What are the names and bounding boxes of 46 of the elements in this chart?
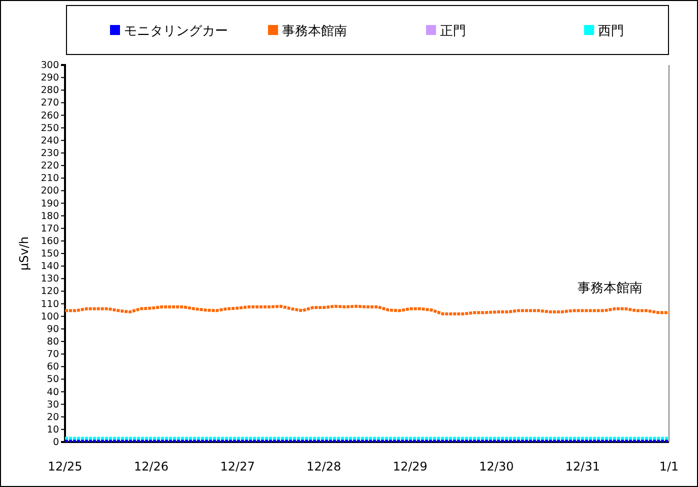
- y-axis-title: μSv/h: [17, 236, 31, 271]
- x-tick-label: 12/27: [220, 460, 255, 474]
- y-tick-label: 40: [46, 386, 59, 398]
- y-tick-label: 250: [40, 122, 59, 134]
- x-tick-label: 12/31: [565, 460, 600, 474]
- y-tick-label: 160: [40, 236, 59, 247]
- y-tick-label: 120: [40, 286, 59, 298]
- y-tick-label: 10: [46, 424, 59, 436]
- y-tick-label: 20: [46, 412, 59, 423]
- x-tick-label: 12/25: [48, 460, 82, 474]
- y-tick-label: 140: [40, 261, 59, 272]
- y-tick-label: 210: [40, 173, 59, 184]
- y-tick-label: 80: [46, 336, 59, 348]
- y-tick-label: 260: [40, 110, 59, 122]
- annotation: 事務本館南: [578, 281, 642, 296]
- y-tick-label: 150: [40, 248, 59, 260]
- y-tick-label: 200: [40, 186, 59, 197]
- x-tick-label: 12/29: [392, 460, 428, 474]
- y-tick-label: 30: [46, 399, 59, 410]
- y-tick-label: 50: [46, 374, 59, 386]
- y-tick-label: 170: [40, 223, 59, 234]
- x-tick-label: 12/28: [306, 460, 342, 474]
- x-tick-label: 1/1: [659, 460, 679, 474]
- y-tick-label: 270: [40, 98, 59, 109]
- y-tick-label: 130: [40, 274, 59, 285]
- y-tick-label: 90: [46, 324, 59, 335]
- y-tick-label: 220: [40, 160, 59, 172]
- legend-label: モニタリングカー: [124, 24, 228, 39]
- legend-label: 西門: [598, 24, 624, 39]
- y-tick-label: 70: [46, 349, 59, 360]
- y-tick-label: 60: [46, 362, 59, 373]
- line-series: [64, 304, 670, 316]
- x-tick-label: 12/26: [134, 460, 169, 474]
- y-tick-label: 110: [40, 298, 59, 310]
- y-tick-label: 300: [40, 60, 59, 72]
- y-tick-label: 290: [40, 72, 59, 84]
- y-tick-label: 230: [40, 148, 59, 160]
- y-tick-label: 190: [40, 198, 59, 210]
- y-tick-label: 0: [52, 437, 59, 448]
- legend-label: 事務本館南: [282, 24, 348, 39]
- y-tick-label: 100: [40, 311, 59, 322]
- y-tick-label: 180: [40, 210, 59, 222]
- y-tick-label: 240: [40, 135, 59, 146]
- legend-label: 正門: [440, 24, 466, 39]
- x-tick-label: 12/30: [479, 460, 514, 474]
- y-tick-label: 280: [40, 85, 59, 96]
